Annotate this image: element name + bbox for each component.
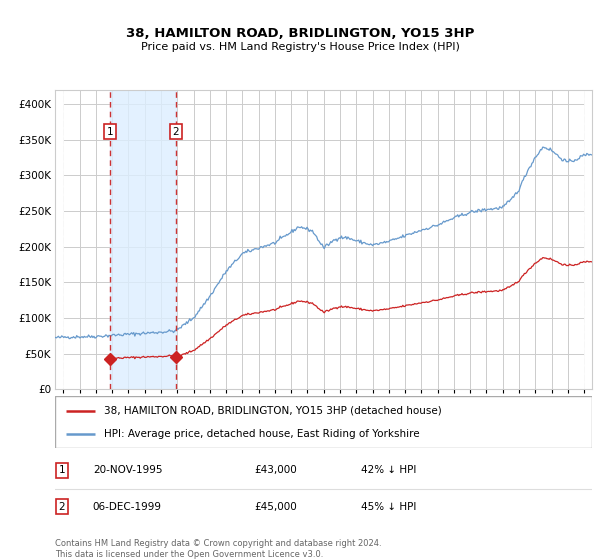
Text: 38, HAMILTON ROAD, BRIDLINGTON, YO15 3HP: 38, HAMILTON ROAD, BRIDLINGTON, YO15 3HP: [126, 27, 474, 40]
Bar: [584, 90, 592, 389]
Text: 20-NOV-1995: 20-NOV-1995: [93, 465, 162, 475]
Bar: [55, 90, 64, 389]
Text: 2: 2: [173, 127, 179, 137]
Text: HPI: Average price, detached house, East Riding of Yorkshire: HPI: Average price, detached house, East…: [104, 428, 419, 438]
Text: 1: 1: [107, 127, 113, 137]
Text: Price paid vs. HM Land Registry's House Price Index (HPI): Price paid vs. HM Land Registry's House …: [140, 42, 460, 52]
Text: 38, HAMILTON ROAD, BRIDLINGTON, YO15 3HP (detached house): 38, HAMILTON ROAD, BRIDLINGTON, YO15 3HP…: [104, 406, 441, 416]
Text: 45% ↓ HPI: 45% ↓ HPI: [361, 502, 416, 512]
Bar: [110, 90, 176, 389]
Text: 2: 2: [58, 502, 65, 512]
Text: 42% ↓ HPI: 42% ↓ HPI: [361, 465, 416, 475]
Text: £45,000: £45,000: [254, 502, 296, 512]
Text: £43,000: £43,000: [254, 465, 296, 475]
Text: 1: 1: [58, 465, 65, 475]
Text: 06-DEC-1999: 06-DEC-1999: [93, 502, 162, 512]
Text: Contains HM Land Registry data © Crown copyright and database right 2024.
This d: Contains HM Land Registry data © Crown c…: [55, 539, 382, 559]
